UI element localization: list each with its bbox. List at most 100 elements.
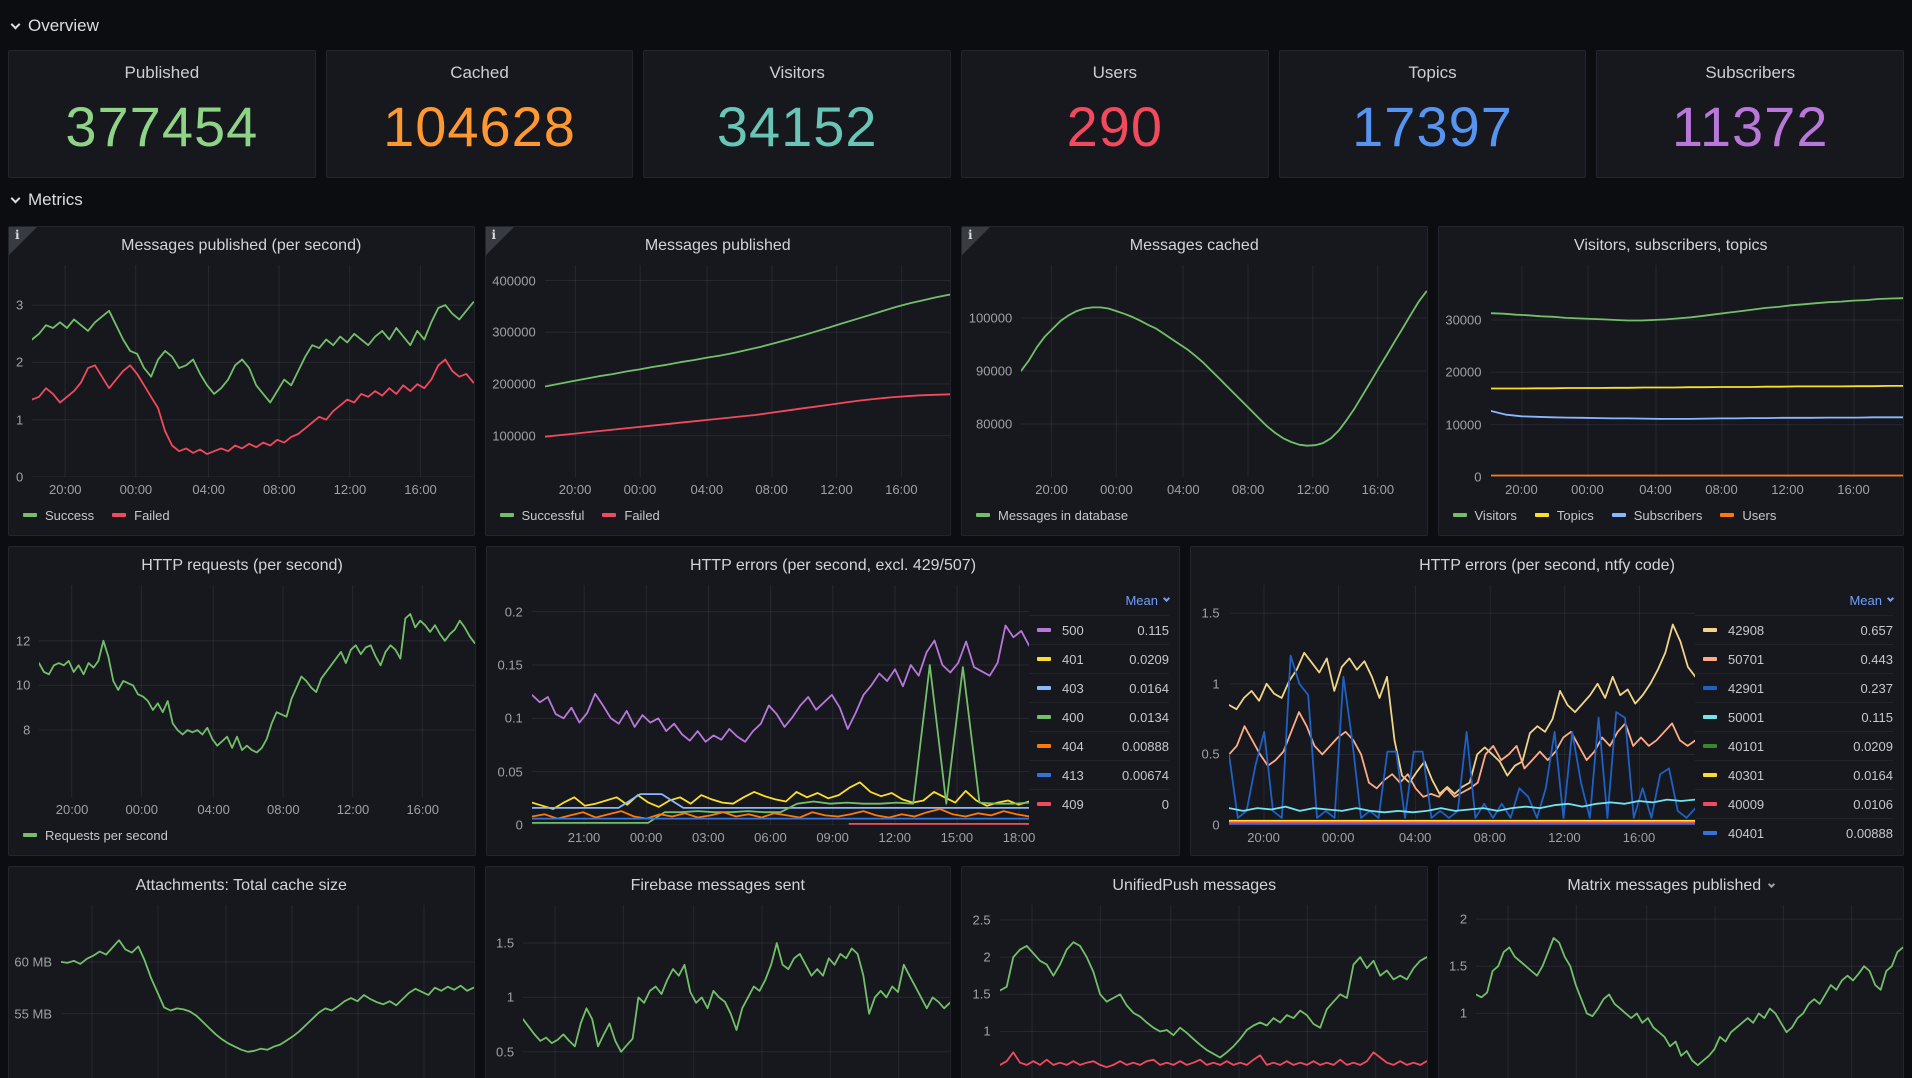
legend-swatch <box>1037 773 1051 777</box>
legend-table-row[interactable]: 42901 0.237 <box>1695 673 1893 702</box>
chevron-down-icon <box>1768 880 1776 888</box>
legend-table: Mean 42908 0.657 50701 0.443 42901 0.237 50001 0… <box>1695 585 1903 849</box>
legend-label: 404 <box>1062 738 1084 754</box>
chart-plot[interactable] <box>1476 905 1903 1078</box>
legend-swatch <box>1703 773 1717 777</box>
panel-title[interactable]: Attachments: Total cache size <box>9 867 474 905</box>
info-icon[interactable]: i <box>962 227 990 255</box>
metrics-row-3: i Attachments: Total cache size 60 MB55 … <box>8 866 1904 1078</box>
panel-firebase-messages: i Firebase messages sent 1.510.5 20:0000… <box>484 866 951 1078</box>
legend-mean-header[interactable]: Mean <box>1695 585 1895 615</box>
chart-plot[interactable] <box>32 265 474 477</box>
legend-item[interactable]: Visitors <box>1452 507 1517 523</box>
legend-table-row[interactable]: 40301 0.0164 <box>1695 760 1893 789</box>
chart-plot[interactable] <box>523 905 950 1078</box>
chart-canvas <box>523 905 950 1078</box>
chart-legend: Messages in database <box>962 501 1427 529</box>
panel-title[interactable]: Visitors, subscribers, topics <box>1439 227 1904 265</box>
legend-table-row[interactable]: 40401 0.00888 <box>1695 818 1893 847</box>
panel-title[interactable]: Messages published <box>486 227 951 265</box>
chart-plot[interactable] <box>1490 265 1903 477</box>
chart-plot[interactable] <box>999 905 1427 1078</box>
legend-item[interactable]: Success <box>23 508 94 523</box>
panel-title-text: Matrix messages published <box>1567 877 1762 894</box>
legend-table-row[interactable]: 40101 0.0209 <box>1695 731 1893 760</box>
legend-mean-header[interactable]: Mean <box>1029 585 1171 615</box>
legend-table-row[interactable]: 42908 0.657 <box>1695 615 1893 644</box>
legend-mean-value: 0.0164 <box>1129 680 1169 696</box>
stat-title: Published <box>124 63 200 82</box>
chart-canvas <box>61 905 474 1078</box>
legend-table-row[interactable]: 401 0.0209 <box>1029 644 1169 673</box>
legend-item[interactable]: Successful <box>499 508 584 523</box>
legend-mean-value: 0.00674 <box>1122 767 1169 783</box>
legend-swatch <box>1037 628 1051 632</box>
legend-swatch <box>976 513 990 517</box>
legend-swatch <box>23 833 37 837</box>
legend-mean-value: 0.0134 <box>1129 709 1169 725</box>
legend-item[interactable]: Requests per second <box>23 828 168 843</box>
chart-plot[interactable] <box>1021 265 1427 477</box>
section-header-overview[interactable]: Overview <box>10 10 1904 42</box>
legend-swatch <box>1037 802 1051 806</box>
legend-table-row[interactable]: 409 0 <box>1029 789 1169 818</box>
legend-swatch <box>23 513 37 517</box>
legend-table-row[interactable]: 50701 0.443 <box>1695 644 1893 673</box>
legend-item[interactable]: Subscribers <box>1611 508 1702 523</box>
panel-title-text: HTTP errors (per second, ntfy code) <box>1419 557 1675 574</box>
section-header-metrics[interactable]: Metrics <box>10 184 1904 216</box>
legend-label: Users <box>1742 507 1777 523</box>
legend-label: 40401 <box>1728 825 1765 841</box>
legend-table-row[interactable]: 403 0.0164 <box>1029 673 1169 702</box>
legend-swatch <box>1611 513 1626 517</box>
legend-item[interactable]: Failed <box>602 508 660 523</box>
legend-item[interactable]: Topics <box>1534 508 1594 523</box>
chart-body: 100000 90000 80000 20:00 00:00 04:00 08:00 12:… <box>962 265 1427 529</box>
chart-canvas <box>1021 265 1427 477</box>
chart-canvas <box>32 265 474 477</box>
y-axis-labels: 60 MB 55 MB <box>14 954 52 1022</box>
panel-title[interactable]: UnifiedPush messages <box>962 867 1427 905</box>
stat-panel: Cached 104628 <box>325 50 634 178</box>
stat-panel: Topics 17397 <box>1278 50 1587 178</box>
panel-title[interactable]: Messages cached <box>962 227 1427 265</box>
x-axis-labels: 20:00 00:00 04:00 08:00 12:00 16:00 <box>49 482 437 497</box>
chart-plot[interactable] <box>39 585 475 797</box>
panel-title[interactable]: Matrix messages published <box>1439 867 1904 905</box>
chart-plot[interactable] <box>61 905 474 1078</box>
legend-item[interactable]: Users <box>1720 508 1776 523</box>
legend-item[interactable]: Messages in database <box>976 508 1128 523</box>
chart-canvas <box>1476 905 1903 1078</box>
legend-table-row[interactable]: 500 0.115 <box>1029 615 1169 644</box>
chart-plot[interactable] <box>531 585 1029 825</box>
panel-title[interactable]: HTTP errors (per second, ntfy code) <box>1191 547 1903 585</box>
x-axis-labels: 20:00 00:00 04:00 08:00 12:00 16:00 <box>1247 830 1656 845</box>
legend-swatch <box>1703 686 1717 690</box>
chart-plot[interactable] <box>544 265 950 477</box>
chart-body: 0.2 0.15 0.1 0.05 0 21:00 00:00 03:00 06:00 09:0… <box>487 585 1179 849</box>
legend-swatch <box>1037 715 1051 719</box>
y-axis-labels: 1.5 1 0.5 0 <box>1201 605 1220 833</box>
panel-title[interactable]: Messages published (per second) <box>9 227 474 265</box>
panel-title[interactable]: HTTP errors (per second, excl. 429/507) <box>487 547 1179 585</box>
panel-title[interactable]: Firebase messages sent <box>486 867 951 905</box>
info-icon[interactable]: i <box>9 227 37 255</box>
info-icon[interactable]: i <box>485 227 514 255</box>
stat-value: 290 <box>1066 94 1164 158</box>
y-axis-labels: 2.5 2 1.5 1 <box>972 912 991 1039</box>
panel-title[interactable]: HTTP requests (per second) <box>9 547 475 585</box>
legend-table-row[interactable]: 400 0.0134 <box>1029 702 1169 731</box>
chart-body: 30000 20000 10000 0 20:00 00:00 04:00 08:00 12:… <box>1439 265 1903 529</box>
legend-table-row[interactable]: 40009 0.0106 <box>1695 789 1893 818</box>
legend-swatch <box>1720 513 1735 517</box>
legend-table-row[interactable]: 413 0.00674 <box>1029 760 1169 789</box>
legend-label: Visitors <box>1474 507 1517 523</box>
legend-label: Requests per second <box>45 827 168 843</box>
legend-item[interactable]: Failed <box>112 508 170 523</box>
legend-swatch <box>112 513 127 517</box>
chart-plot[interactable] <box>1228 585 1695 825</box>
legend-table-row[interactable]: 404 0.00888 <box>1029 731 1169 760</box>
legend-table-row[interactable]: 50001 0.115 <box>1695 702 1893 731</box>
